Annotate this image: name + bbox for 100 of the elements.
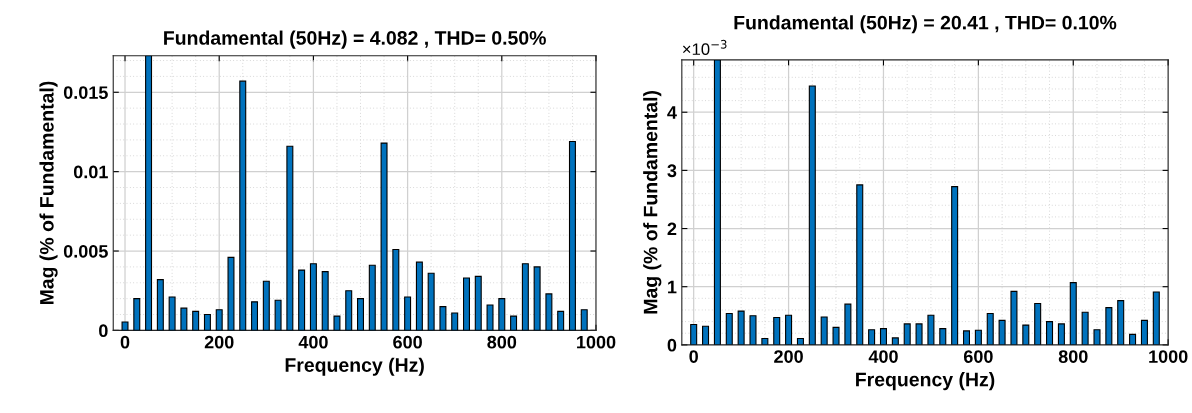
bar <box>321 271 329 331</box>
bar <box>239 80 247 331</box>
y-tick-label: 2 <box>667 222 677 236</box>
bar <box>451 312 459 331</box>
bar <box>737 310 745 345</box>
bar <box>168 296 176 331</box>
bar <box>580 309 588 331</box>
bar <box>368 264 376 331</box>
bar <box>820 316 828 345</box>
bar <box>203 313 211 331</box>
bar <box>1140 319 1148 345</box>
bar <box>227 256 235 331</box>
bar <box>510 315 518 331</box>
bar <box>568 140 576 331</box>
bar <box>951 186 959 345</box>
bar <box>439 306 447 331</box>
bar <box>333 315 341 331</box>
text: ×10$^{−3}$ <box>682 39 727 56</box>
bar <box>462 277 470 331</box>
bar <box>1046 321 1054 345</box>
y-tick-label: 3 <box>667 164 677 178</box>
bar <box>915 323 923 345</box>
x-tick-label: 1000 <box>577 335 616 349</box>
bar <box>1081 311 1089 345</box>
bar <box>357 298 365 331</box>
bar <box>415 261 423 331</box>
bar <box>1117 300 1125 345</box>
bar <box>156 279 164 331</box>
bar <box>557 310 565 331</box>
x-axis-title: Frequency (Hz) <box>856 372 995 391</box>
bar <box>262 280 270 331</box>
bar <box>749 315 757 345</box>
bar <box>180 307 188 331</box>
bar <box>345 290 353 331</box>
bar <box>1105 307 1113 345</box>
y-tick-label: 0.015 <box>63 86 108 99</box>
bar <box>274 299 282 331</box>
bar <box>986 312 994 345</box>
bar <box>1093 329 1101 345</box>
x-tick-label: 800 <box>487 335 517 349</box>
bar <box>545 293 553 331</box>
bar <box>844 303 852 345</box>
bar <box>785 314 793 345</box>
bar <box>286 145 294 331</box>
x-tick-label: 200 <box>204 335 234 349</box>
chart-title: Fundamental (50Hz) = 20.41 , THD= 0.10% <box>734 15 1117 34</box>
y-tick-label: 0.005 <box>63 244 108 258</box>
bar <box>974 329 982 345</box>
y-axis-title: Mag (% of Fundamental) <box>643 90 662 314</box>
y-tick-label: 1 <box>668 280 677 294</box>
x-tick-label: 400 <box>298 335 328 349</box>
bar <box>713 59 721 345</box>
x-tick-label: 0 <box>689 350 698 363</box>
bar <box>145 55 153 331</box>
bar <box>404 296 412 331</box>
bar <box>298 269 306 331</box>
x-tick-label: 400 <box>868 350 898 363</box>
bar <box>427 272 435 331</box>
bar <box>773 316 781 345</box>
bar <box>521 263 529 331</box>
bar <box>251 301 259 331</box>
bar <box>486 304 494 331</box>
bar <box>702 325 710 345</box>
chart-title: Fundamental (50Hz) = 4.082 , THD= 0.50% <box>164 30 546 49</box>
y-tick-label: 0 <box>99 324 108 338</box>
bar <box>474 275 482 331</box>
bar <box>1152 291 1160 345</box>
y-tick-label: 0.01 <box>73 165 108 179</box>
y-tick-label: 4 <box>667 106 677 119</box>
bar <box>215 309 223 331</box>
bar <box>832 326 840 345</box>
bar <box>879 328 887 345</box>
x-axis-title: Frequency (Hz) <box>285 357 424 376</box>
x-tick-label: 600 <box>393 335 422 349</box>
bar <box>192 310 200 331</box>
bar <box>498 298 506 331</box>
bar <box>133 298 141 331</box>
bar <box>891 337 899 345</box>
bar <box>808 85 816 345</box>
y-axis-title: Mag (% of Fundamental) <box>39 81 58 305</box>
bar <box>962 330 971 345</box>
bar <box>725 312 733 345</box>
x-tick-label: 600 <box>963 350 993 363</box>
bar <box>392 248 400 331</box>
bar <box>1022 324 1030 345</box>
bar <box>1129 333 1137 345</box>
bar <box>533 266 541 331</box>
bar <box>309 263 317 331</box>
bar <box>380 142 388 331</box>
bar <box>1010 290 1018 345</box>
bar <box>868 329 876 345</box>
x-tick-label: 800 <box>1058 350 1088 363</box>
bar <box>939 328 947 345</box>
bar <box>690 323 698 345</box>
x-tick-label: 200 <box>774 350 803 363</box>
x-tick-label: 1000 <box>1149 350 1188 363</box>
bar <box>1069 282 1077 345</box>
bar <box>856 184 864 345</box>
bar <box>1034 303 1042 345</box>
bar <box>927 314 935 345</box>
